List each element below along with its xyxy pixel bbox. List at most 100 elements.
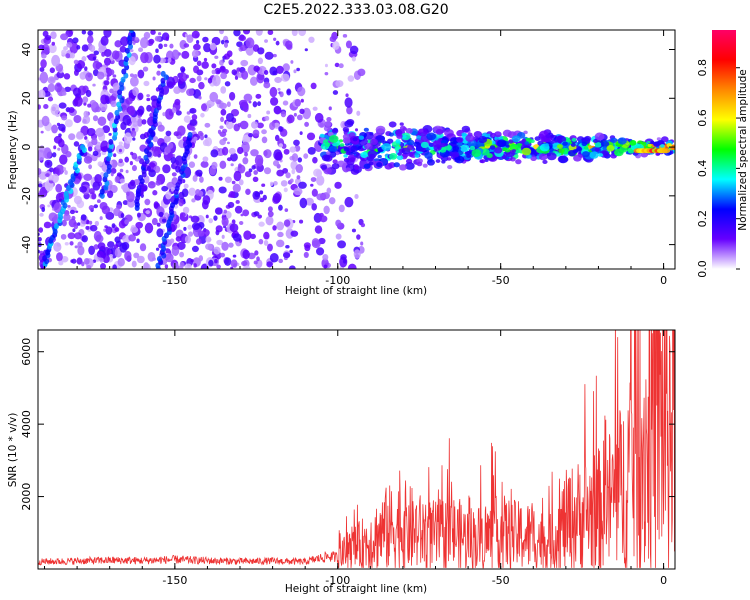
spectrogram-cell [226,141,230,145]
spectrogram-cell [60,33,69,41]
spectrogram-cell [81,56,87,62]
spectrogram-cell [255,30,263,36]
spectrogram-cell [89,44,96,53]
spectrogram-cell [114,236,121,244]
spectrogram-cell [234,75,239,80]
spectrogram-cell [263,81,271,89]
spectrogram-cell [219,30,224,35]
spectrogram-cell [113,207,121,217]
spectrogram-cell [237,164,246,174]
spectrogram-cell [157,64,162,69]
spectrogram-cell [196,40,200,45]
spectrogram-cell [131,165,137,172]
spectrogram-cell [556,144,563,149]
spectrogram-cell [83,173,93,181]
spectrogram-cell [221,217,229,227]
spectrogram-cell [67,206,72,211]
spectrogram-cell [223,53,231,60]
spectrogram-cell [76,257,83,265]
spectrogram-cell [435,159,441,163]
spectrogram-cell [221,234,225,239]
spectrogram-cell [473,130,483,138]
spectrogram-cell [146,97,151,102]
spectrogram-cell [342,259,347,264]
spectrogram-cell [122,114,132,126]
spectrogram-cell [310,82,317,90]
spectrogram-cell [353,249,361,259]
spectrogram-cell [198,81,205,90]
spectrogram-cell [451,151,460,158]
spectrogram-cell [257,47,265,55]
spectrogram-cell [397,152,403,156]
spectrogram-cell [103,30,112,38]
spectrogram-cell [195,188,201,196]
spectrogram-cell [298,181,307,189]
spectrogram-cell [406,139,415,146]
spectrogram-cell [283,187,288,193]
spectrogram-cell [363,142,373,150]
spectrogram-cell [269,252,279,263]
spectrogram-cell [155,180,161,186]
spectrogram-cell [606,145,615,152]
spectrogram-cell [208,218,213,224]
spectrogram-cell [283,252,291,259]
spectrogram-cell [170,156,176,164]
spectrogram-cell [272,192,282,204]
spectrogram-cell [197,230,205,237]
spectrogram-cell [119,45,127,53]
spectrogram-cell [103,246,110,256]
x-tick-label: -150 [162,574,187,587]
spectrogram-cell [100,140,109,153]
spectrogram-cell [471,149,482,157]
spectrogram-cell [253,65,260,72]
y-tick-label: 2000 [20,483,33,511]
spectrogram-cell [241,141,250,154]
spectrogram-cell [61,91,67,96]
spectrogram-cell [183,43,190,48]
spectrogram-cell [344,120,354,128]
spectrogram-cell [195,238,202,245]
spectrogram-cell [40,130,44,134]
spectrogram-cell [252,101,258,108]
spectrogram-cell [158,43,163,50]
spectrogram-cell [174,155,184,166]
spectrogram-cell [324,142,331,147]
spectrogram-cell [426,159,435,166]
spectrogram-cell [219,59,224,66]
spectrogram-cell [461,125,471,133]
spectrogram-cell [283,148,290,155]
spectrogram-cell [504,147,511,153]
spectrogram-cell [165,36,169,42]
spectrogram-cell [350,145,359,153]
spectrogram-cell [388,162,396,168]
snr-y-label: SNR (10 * v/v) [7,413,19,488]
spectrogram-cell [250,233,256,240]
spectrogram-cell [52,152,57,158]
spectrogram-cell [263,149,272,159]
spectrogram-cell [304,48,308,52]
spectrogram-cell [338,63,344,69]
spectrogram-cell [81,44,89,52]
spectrogram-cell [96,199,101,204]
spectrogram-cell [276,169,285,177]
spectrogram-cell [218,186,227,194]
spectrogram-cell [484,158,489,163]
spectrogram-cell [39,212,44,217]
spectrogram-cell [160,70,166,77]
spectrogram-cell [204,137,213,147]
colorbar-gradient [712,30,736,269]
spectrogram-cell [83,257,90,265]
spectrogram-cell [335,219,342,227]
spectrogram-cell [73,141,80,147]
spectrogram-cell [73,59,79,65]
spectrogram-cell [161,218,167,223]
spectrogram-cell [293,112,297,117]
spectrogram-cell [228,59,234,66]
spectrogram-cell [300,98,304,103]
spectrogram-cell [279,91,284,98]
spectrogram-cell [215,230,220,236]
spectrogram-cell [89,99,97,109]
spectrogram-cell [148,169,156,178]
spectrogram-cell [221,241,229,251]
spectrogram-cell [494,131,502,138]
